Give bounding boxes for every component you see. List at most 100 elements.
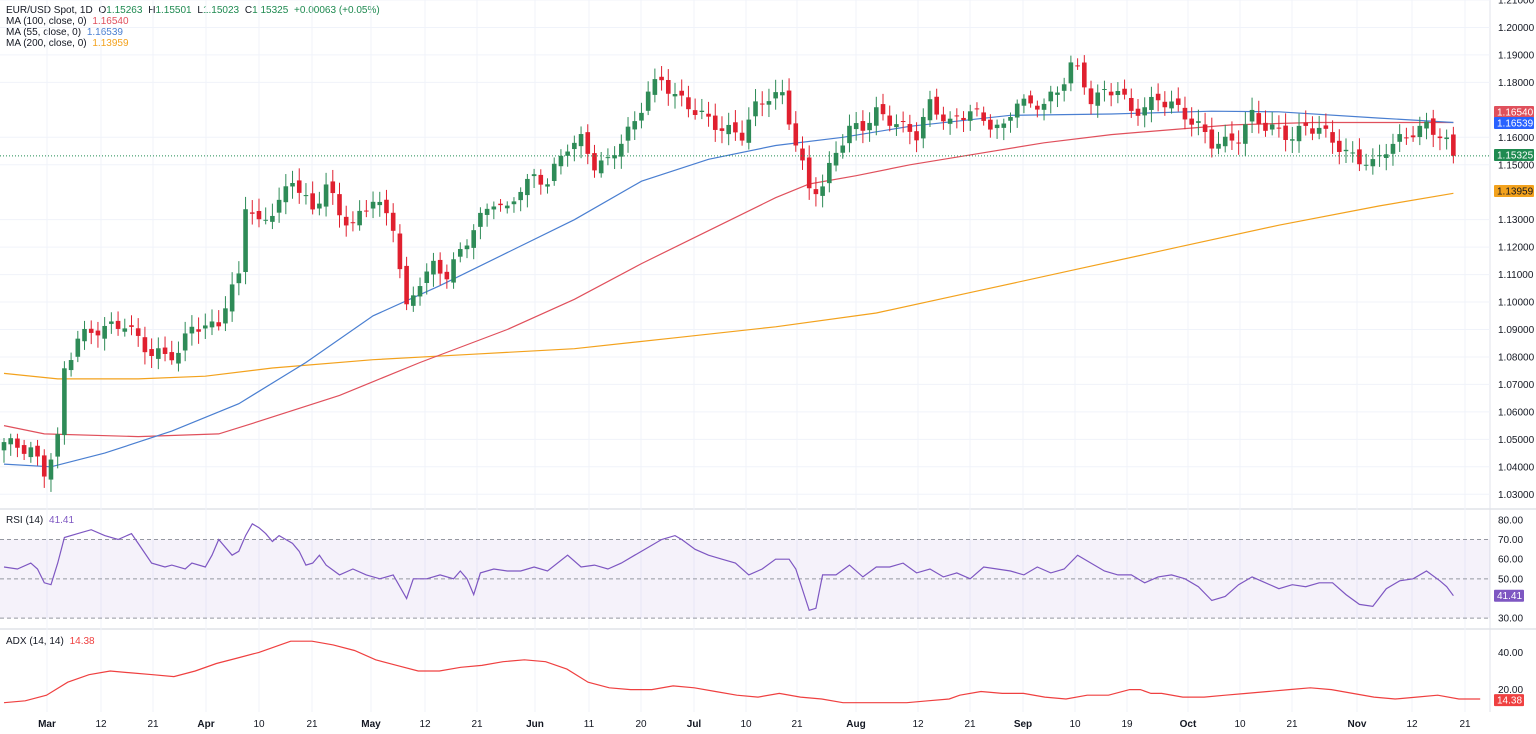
candle-body (686, 97, 691, 110)
candle-body (1128, 97, 1134, 111)
adx-value: 14.38 (69, 636, 95, 647)
candle-body (699, 110, 705, 112)
price-legend: EUR/USD Spot, 1D O1.15263 H1.15501 L1.15… (6, 5, 383, 16)
candle-body (1330, 132, 1335, 143)
candle-body (162, 347, 168, 354)
candle-body (1014, 103, 1020, 118)
time-tick-label: 21 (471, 719, 483, 730)
candle-body (404, 265, 409, 305)
candle-body (733, 122, 738, 133)
time-tick-label: Jun (526, 719, 544, 730)
time-tick-label: 21 (791, 719, 803, 730)
candle-body (1276, 127, 1282, 129)
candle-body (974, 108, 980, 110)
candle-body (88, 328, 94, 333)
candle-body (1357, 149, 1362, 165)
rsi-label: RSI (14) (6, 515, 44, 526)
candle-body (82, 328, 87, 342)
candle-body (478, 212, 483, 227)
ma200-line (3, 192, 1454, 380)
candle-body (223, 308, 228, 324)
price-tick-label: 1.13000 (1498, 215, 1535, 226)
candle-body (887, 115, 893, 126)
candle-body (572, 142, 577, 150)
ohlc-open: O1.15263 (98, 5, 143, 16)
candle-body (377, 201, 383, 206)
candle-body (867, 122, 872, 131)
time-tick-label: 20 (635, 719, 647, 730)
ma55-line (3, 110, 1454, 468)
adx-value-tag-label: 14.38 (1497, 696, 1522, 707)
candle-body (880, 104, 886, 115)
adx-tick-label: 20.00 (1498, 685, 1523, 696)
candle-body (364, 210, 369, 212)
candle-body (1082, 62, 1087, 88)
candle-body (1, 442, 7, 451)
candle-body (1088, 88, 1094, 105)
candle-body (209, 321, 215, 328)
ma55-legend: MA (55, close, 0) 1.16539 (6, 27, 126, 38)
price-tag-label-ma100: 1.16540 (1497, 108, 1534, 119)
time-tick-label: 12 (912, 719, 924, 730)
candle-body (860, 121, 866, 131)
candle-body (1021, 98, 1027, 106)
candle-body (1451, 134, 1456, 156)
candle-body (994, 124, 1000, 129)
candle-body (249, 212, 255, 214)
candle-body (1343, 149, 1349, 152)
candle-body (471, 230, 476, 248)
candle-body (310, 193, 315, 210)
adx-line (3, 640, 1481, 704)
candle-body (1035, 105, 1040, 110)
candle-body (920, 116, 926, 139)
candle-body (706, 113, 711, 117)
candle-body (813, 189, 819, 195)
time-tick-label: Jul (687, 719, 702, 730)
candle-body (1290, 139, 1295, 141)
candle-body (665, 79, 671, 94)
price-tag-price (1494, 149, 1534, 161)
candle-body (1175, 98, 1181, 105)
ohlc-low: L1.15023 (197, 5, 240, 16)
candle-body (1229, 133, 1235, 141)
candle-body (317, 203, 322, 209)
candle-body (417, 286, 423, 297)
candle-body (176, 352, 181, 364)
price-tick-label: 1.10000 (1498, 298, 1535, 309)
candle-body (1316, 127, 1322, 134)
candle-body (169, 352, 175, 361)
candle-body (934, 96, 939, 115)
candle-body (746, 119, 752, 143)
candle-body (276, 199, 282, 213)
candle-body (739, 132, 745, 141)
candle-body (256, 210, 262, 220)
ma55-value: 1.16539 (86, 27, 123, 38)
candle-body (1209, 129, 1215, 149)
time-tick-label: 10 (740, 719, 752, 730)
candle-body (109, 321, 114, 324)
adx-legend: ADX (14, 14) 14.38 (6, 636, 98, 647)
candle-body (538, 174, 544, 185)
time-tick-label: May (361, 719, 381, 730)
candle-body (1202, 124, 1208, 133)
time-tick-label: 11 (584, 719, 595, 730)
candle-body (1283, 125, 1288, 140)
candle-body (1008, 117, 1013, 121)
candle-body (323, 184, 329, 207)
candle-body (833, 152, 839, 166)
candle-body (203, 325, 208, 329)
candle-body (75, 338, 81, 357)
candle-body (551, 163, 557, 182)
time-tick-label: 19 (1121, 719, 1133, 730)
candle-body (1075, 65, 1080, 67)
candle-body (988, 119, 993, 130)
candle-body (437, 259, 443, 274)
candle-body (216, 322, 222, 327)
candle-body (35, 445, 40, 457)
time-tick-label: 21 (1459, 719, 1471, 730)
rsi-value-tag (1494, 589, 1524, 602)
candle-body (1437, 136, 1443, 139)
time-tick-label: Sep (1014, 719, 1032, 730)
candle-body (350, 222, 356, 224)
